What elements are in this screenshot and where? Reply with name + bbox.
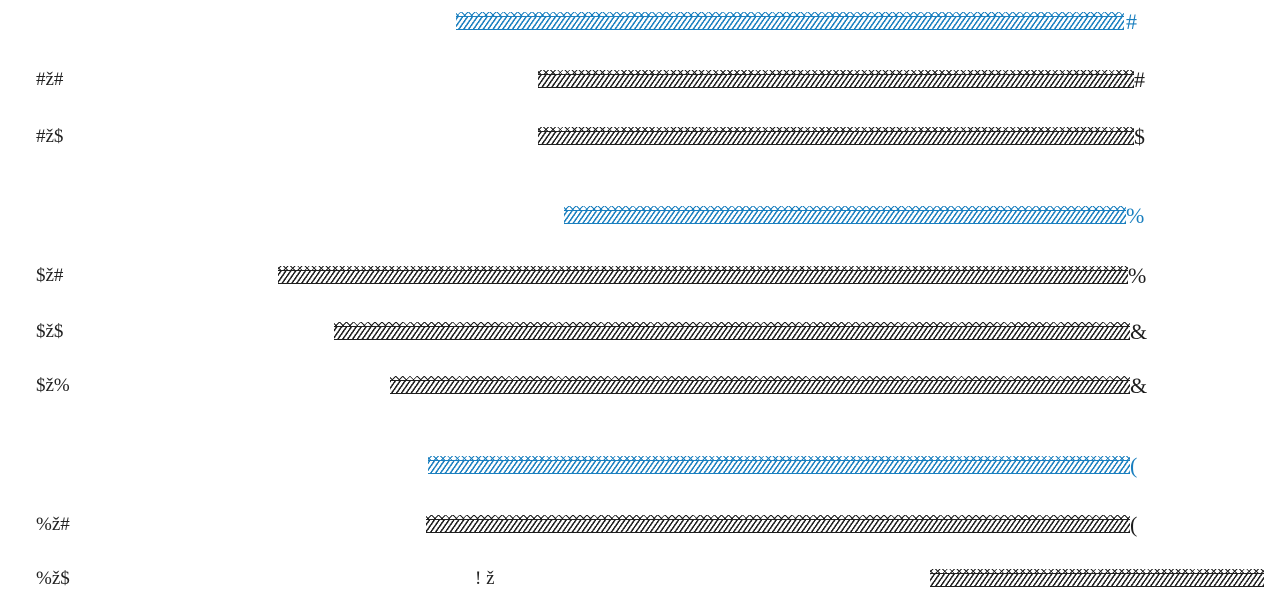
item-label: $ž$ <box>36 321 64 342</box>
heading-bar-3 <box>428 456 1130 474</box>
list-item: #ž# # <box>0 60 1282 100</box>
item-middle-text: ! ž <box>475 568 495 589</box>
item-label: %ž$ <box>36 568 70 589</box>
heading-end-3: ( <box>1130 453 1138 478</box>
heading-end-2: % <box>1126 203 1145 228</box>
item-end: % <box>1128 263 1147 288</box>
item-label: #ž$ <box>36 126 64 147</box>
item-end: # <box>1134 67 1145 92</box>
heading-row-2: % <box>0 196 1282 236</box>
item-end: ( <box>1130 512 1138 537</box>
item-bar <box>538 127 1134 145</box>
list-item: $ž% & <box>0 366 1282 406</box>
heading-row-3: ( <box>0 446 1282 486</box>
item-end: $ <box>1134 124 1145 149</box>
item-label: $ž% <box>36 375 70 396</box>
heading-bar-2 <box>564 206 1126 224</box>
list-item: $ž# % <box>0 256 1282 296</box>
item-bar <box>334 322 1130 340</box>
item-bar <box>538 70 1134 88</box>
heading-bar-1 <box>456 12 1124 30</box>
item-end: & <box>1130 319 1148 344</box>
item-label: %ž# <box>36 514 70 535</box>
item-label: $ž# <box>36 265 64 286</box>
list-item: #ž$ $ <box>0 117 1282 157</box>
item-bar <box>390 376 1130 394</box>
item-bar <box>930 569 1264 587</box>
item-bar <box>426 515 1130 533</box>
item-end: & <box>1130 373 1148 398</box>
heading-row-1: # <box>0 2 1282 42</box>
heading-end-1: # <box>1126 9 1137 34</box>
list-item: %ž$ ! ž <box>0 559 1282 599</box>
item-bar <box>278 266 1128 284</box>
list-item: %ž# ( <box>0 505 1282 545</box>
item-label: #ž# <box>36 69 64 90</box>
list-item: $ž$ & <box>0 312 1282 352</box>
